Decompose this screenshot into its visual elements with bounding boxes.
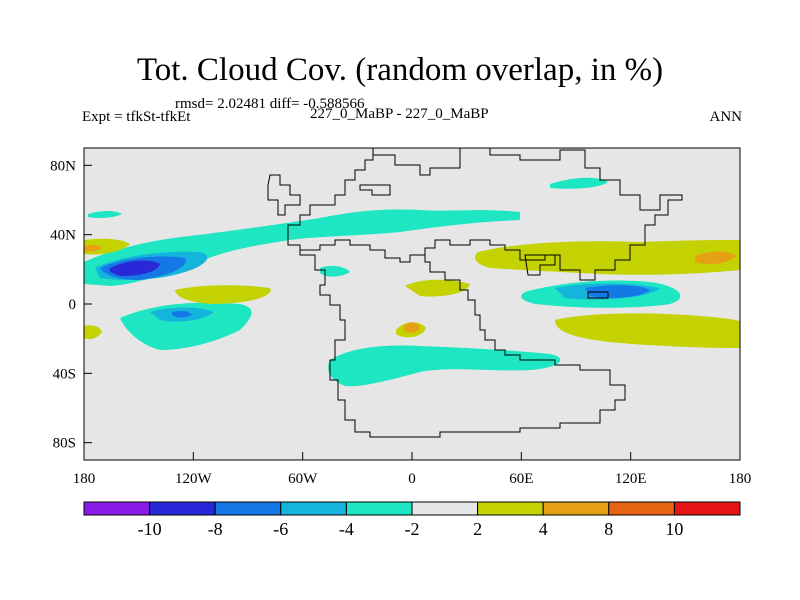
lon-tick-label: 60W [288, 471, 318, 487]
colorbar-swatch [477, 501, 544, 516]
colorbar-swatch [149, 501, 216, 516]
colorbar-swatch [214, 501, 282, 516]
colorbar-swatch [673, 501, 741, 516]
contour-yellow [84, 325, 102, 340]
contour-orange [695, 251, 736, 264]
continent-outline [359, 184, 391, 196]
colorbar-label: -2 [405, 519, 420, 539]
colorbar-swatch [608, 501, 675, 516]
stats-label: rmsd= 2.02481 diff= -0.588566 [175, 96, 365, 112]
contour-yellow [475, 240, 740, 275]
colorbar-label: 2 [473, 519, 482, 539]
contour-yellow [405, 279, 470, 297]
lat-tick-label: 80N [50, 158, 76, 174]
coastline [267, 148, 683, 438]
latitude-axis: 80N 40N 0 40S 80S [50, 158, 92, 452]
colorbar: -10 -8 -6 -4 -2 2 4 8 10 [83, 501, 741, 539]
contour-teal [328, 345, 561, 387]
plot-title: Tot. Cloud Cov. (random overlap, in %) [136, 52, 664, 88]
colorbar-swatch [345, 501, 413, 516]
colorbar-label: -10 [138, 519, 162, 539]
lon-tick-label: 120W [175, 471, 213, 487]
lon-tick-label: 120E [615, 471, 647, 487]
contour-yellow [175, 285, 271, 304]
contour-teal [320, 265, 350, 277]
colorbar-label: 10 [665, 519, 683, 539]
contour-teal [84, 209, 520, 286]
experiment-label: Expt = tfkSt-tfkEt [82, 109, 191, 125]
contour-orange [84, 244, 102, 252]
contour-teal [550, 177, 608, 189]
continent-outline [524, 254, 556, 276]
contour-yellow [555, 313, 740, 348]
contour-orange [404, 322, 420, 333]
contour-deep-blue [585, 285, 650, 298]
continent-outline [288, 244, 626, 438]
colorbar-label: -8 [208, 519, 223, 539]
colorbar-label: -6 [273, 519, 288, 539]
contour-teal [88, 211, 122, 218]
colorbar-label: 4 [539, 519, 548, 539]
season-label: ANN [709, 109, 743, 125]
lat-tick-label: 40S [53, 366, 76, 382]
colorbar-swatch [280, 501, 347, 516]
contour-darkest [109, 260, 160, 276]
continent-outline [267, 174, 301, 216]
continent-outline [587, 291, 609, 299]
contour-deep-blue [172, 311, 192, 318]
colorbar-swatch [83, 501, 151, 516]
anomaly-contours [84, 177, 740, 387]
colorbar-swatch [411, 501, 479, 516]
colorbar-swatch [542, 501, 610, 516]
colorbar-label: 8 [604, 519, 613, 539]
lon-tick-label: 60E [509, 471, 533, 487]
lon-tick-label: 0 [408, 471, 416, 487]
lon-tick-label: 180 [729, 471, 752, 487]
lon-tick-label: 180 [73, 471, 96, 487]
longitude-axis: 180 120W 60W 0 60E 120E 180 [73, 452, 752, 487]
lat-tick-label: 0 [69, 297, 77, 313]
contour-teal [120, 302, 252, 350]
case-label: 227_0_MaBP - 227_0_MaBP [310, 106, 489, 122]
colorbar-label: -4 [339, 519, 354, 539]
lat-tick-label: 80S [53, 436, 76, 452]
lat-tick-label: 40N [50, 228, 76, 244]
